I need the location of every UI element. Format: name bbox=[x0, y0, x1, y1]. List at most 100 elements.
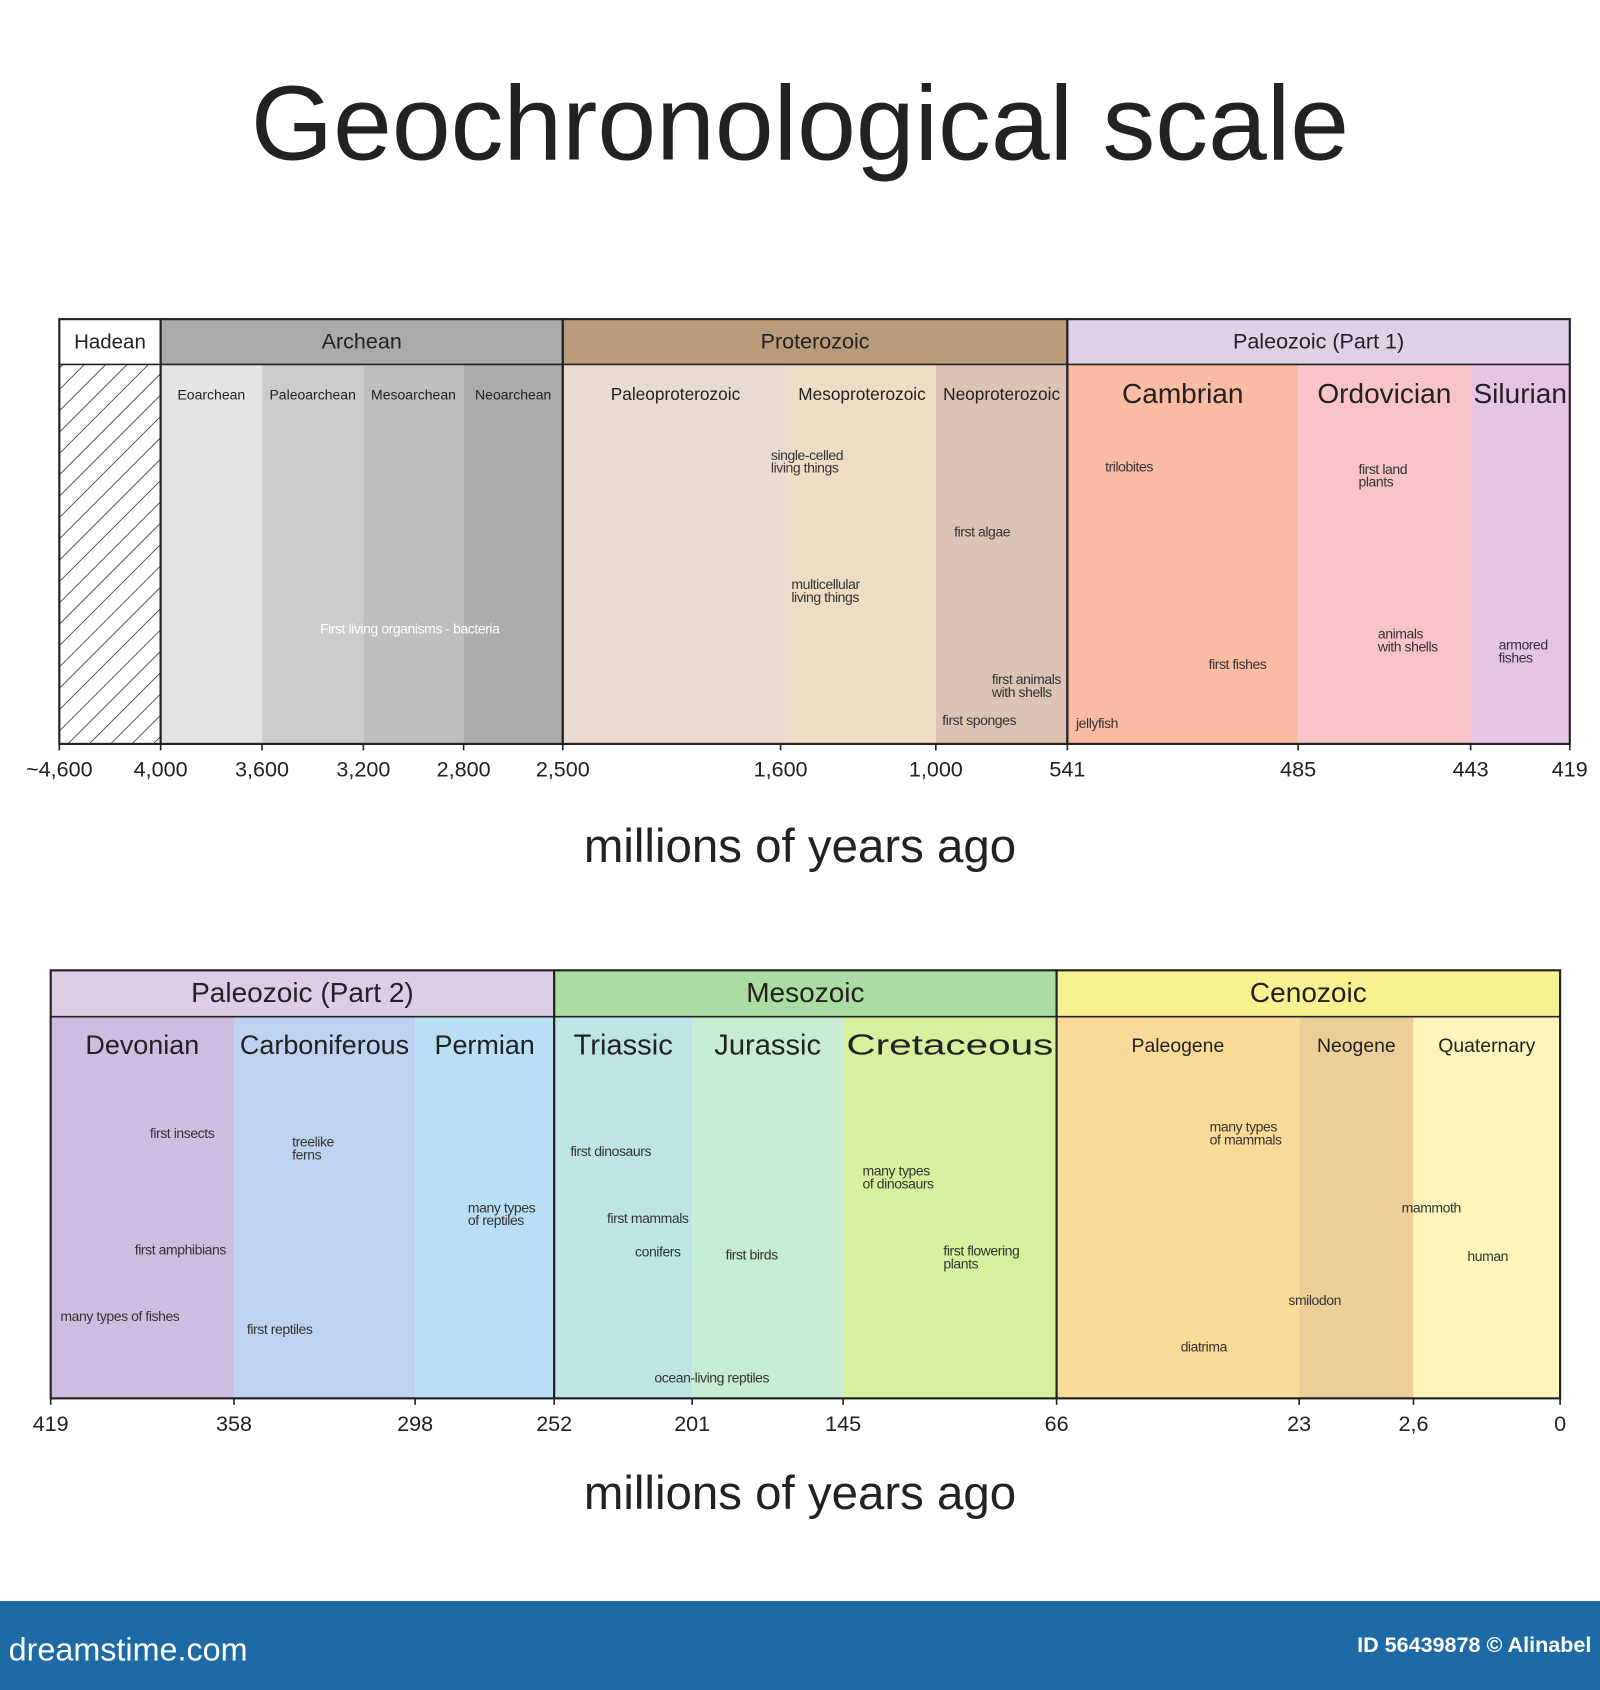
organism-label: of dinosaurs bbox=[863, 1176, 935, 1192]
period-name: Cretaceous bbox=[846, 1030, 1053, 1062]
era-border bbox=[1066, 318, 1571, 746]
organism-label: conifers bbox=[635, 1244, 681, 1260]
tick-label: 2,6 bbox=[1398, 1411, 1428, 1436]
tick-label: 1,600 bbox=[754, 757, 808, 782]
organism-label: first mammals bbox=[607, 1210, 689, 1226]
organism-label: animals bbox=[1378, 626, 1424, 642]
period-band bbox=[788, 364, 936, 744]
organism-label: first flowering bbox=[943, 1242, 1019, 1258]
tick-label: 3,600 bbox=[235, 757, 289, 782]
period-name: Ordovician bbox=[1317, 378, 1451, 409]
organism-label: diatrima bbox=[1181, 1338, 1228, 1354]
era-header bbox=[1067, 319, 1570, 365]
period-band bbox=[692, 1016, 844, 1399]
period-name: Mesoproterozoic bbox=[798, 384, 926, 404]
period-band bbox=[1067, 364, 1299, 744]
period-name: Mesoarchean bbox=[371, 386, 456, 402]
organism-label: First living organisms - bacteria bbox=[320, 620, 500, 636]
period-band bbox=[363, 364, 464, 744]
organism-label: ferns bbox=[292, 1146, 321, 1162]
organism-label: of mammals bbox=[1210, 1131, 1282, 1147]
era-header bbox=[1056, 970, 1561, 1017]
era-header bbox=[160, 319, 563, 365]
tick-label: 541 bbox=[1049, 757, 1085, 782]
era-header bbox=[59, 319, 161, 365]
organism-label: first animals bbox=[992, 671, 1062, 687]
period-band bbox=[1470, 364, 1570, 744]
period-band bbox=[463, 364, 563, 744]
title: Geochronological scale bbox=[251, 64, 1349, 182]
era-header bbox=[562, 319, 1068, 365]
organism-label: first land bbox=[1358, 461, 1407, 477]
tick-label: 23 bbox=[1287, 1411, 1311, 1436]
footer-brand: dreamstime.com bbox=[9, 1631, 248, 1667]
organism-label: many types bbox=[863, 1163, 931, 1179]
period-name: Neoproterozoic bbox=[943, 384, 1060, 404]
organism-label: with shells bbox=[991, 684, 1052, 700]
tick-label: 1,000 bbox=[909, 757, 963, 782]
organism-label: first amphibians bbox=[135, 1241, 227, 1257]
tick-label: 419 bbox=[33, 1411, 69, 1436]
period-name: Triassic bbox=[574, 1030, 673, 1062]
organism-label: plants bbox=[1358, 474, 1393, 490]
period-name: Jurassic bbox=[714, 1030, 821, 1062]
period-name: Quaternary bbox=[1438, 1035, 1535, 1057]
organism-label: many types bbox=[1210, 1118, 1278, 1134]
organism-label: living things bbox=[791, 589, 859, 605]
period-band bbox=[160, 364, 263, 744]
tick-label: 66 bbox=[1045, 1411, 1069, 1436]
organism-label: single-celled bbox=[771, 447, 843, 463]
tick-label: 2,800 bbox=[437, 757, 491, 782]
organism-label: fishes bbox=[1499, 649, 1533, 665]
organism-label: mammoth bbox=[1402, 1199, 1461, 1215]
era-name: Paleozoic (Part 2) bbox=[191, 977, 414, 1008]
axis-label: millions of years ago bbox=[584, 1467, 1016, 1520]
organism-label: multicellular bbox=[791, 576, 860, 592]
tick-label: 4,000 bbox=[134, 757, 188, 782]
tick-label: 252 bbox=[536, 1411, 572, 1436]
period-band bbox=[233, 1016, 416, 1399]
organism-label: first birds bbox=[726, 1247, 778, 1263]
footer-credit: ID 56439878 © Alinabel bbox=[1357, 1632, 1591, 1657]
period-band bbox=[262, 364, 364, 744]
era-name: Proterozoic bbox=[761, 329, 870, 354]
organism-label: first algae bbox=[954, 523, 1011, 539]
tick-label: 358 bbox=[216, 1411, 252, 1436]
organism-label: smilodon bbox=[1288, 1292, 1341, 1308]
period-name: Eoarchean bbox=[177, 386, 245, 402]
period-name: Cambrian bbox=[1122, 378, 1243, 409]
period-band bbox=[1298, 364, 1471, 744]
period-name: Paleoproterozoic bbox=[611, 384, 741, 404]
tick-label: 0 bbox=[1554, 1411, 1566, 1436]
period-name: Carboniferous bbox=[240, 1030, 409, 1060]
period-band bbox=[554, 1016, 693, 1399]
period-band bbox=[1413, 1016, 1561, 1399]
hatched-area bbox=[59, 364, 161, 744]
organism-label: with shells bbox=[1377, 639, 1438, 655]
era-border bbox=[1055, 969, 1562, 1400]
era-name: Paleozoic (Part 1) bbox=[1233, 329, 1404, 354]
organism-label: first insects bbox=[150, 1125, 215, 1141]
tick-label: ~4,600 bbox=[26, 757, 93, 782]
organism-label: first reptiles bbox=[247, 1321, 313, 1337]
era-name: Archean bbox=[322, 329, 402, 354]
organism-label: of reptiles bbox=[468, 1212, 524, 1228]
organism-label: many types of fishes bbox=[60, 1308, 179, 1324]
period-name: Permian bbox=[434, 1030, 534, 1060]
tick-label: 298 bbox=[397, 1411, 433, 1436]
tick-label: 3,200 bbox=[336, 757, 390, 782]
tick-label: 2,500 bbox=[536, 757, 590, 782]
organism-label: many types bbox=[468, 1199, 536, 1215]
organism-label: living things bbox=[771, 460, 839, 476]
organism-label: first dinosaurs bbox=[570, 1143, 651, 1159]
period-name: Paleogene bbox=[1132, 1035, 1225, 1057]
organism-label: first sponges bbox=[942, 712, 1016, 728]
era-header bbox=[554, 970, 1057, 1017]
period-band bbox=[935, 364, 1068, 744]
footer-bar bbox=[0, 1601, 1600, 1690]
organism-label: treelike bbox=[292, 1134, 334, 1150]
tick-label: 145 bbox=[825, 1411, 861, 1436]
era-name: Cenozoic bbox=[1250, 977, 1367, 1008]
period-name: Neoarchean bbox=[475, 386, 551, 402]
